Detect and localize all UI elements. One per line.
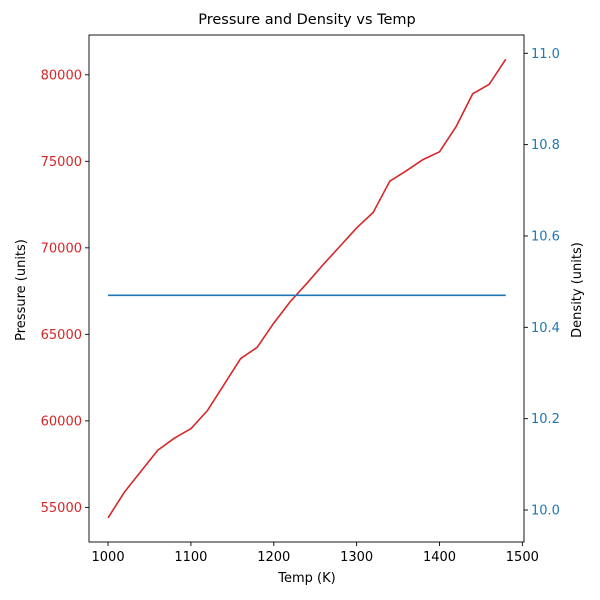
left-y-tick-label-60000: 60000 [41,414,82,429]
x-tick-label-1200: 1200 [257,550,290,565]
right-y-tick-label-1: 10.2 [531,412,560,427]
x-tick-label-1500: 1500 [506,550,539,565]
right-y-axis-label: Density (units) [570,242,585,338]
left-y-tick-label-55000: 55000 [41,501,82,516]
left-y-tick-label-70000: 70000 [41,241,82,256]
right-y-tick-label-5: 11.0 [531,47,560,62]
right-y-tick-label-3: 10.6 [531,229,560,244]
chart-title: Pressure and Density vs Temp [198,12,416,28]
left-y-axis-label: Pressure (units) [14,239,29,341]
x-tick-label-1400: 1400 [423,550,456,565]
x-tick-label-1100: 1100 [174,550,207,565]
right-y-tick-label-4: 10.8 [531,138,560,153]
right-y-tick-label-0: 10.0 [531,504,560,519]
x-axis-label: Temp (K) [277,571,335,586]
plot-area: 1000 1100 1200 1300 1400 1500 55000 60000 65000 7… [41,34,560,565]
series-line-pressure [107,58,507,519]
x-tick-label-1300: 1300 [340,550,373,565]
left-y-tick-label-75000: 75000 [41,155,82,170]
left-y-tick-label-65000: 65000 [41,328,82,343]
plot-frame [88,34,525,543]
left-y-tick-label-80000: 80000 [41,68,82,83]
x-tick-label-1000: 1000 [92,550,125,565]
right-y-tick-label-2: 10.4 [531,321,560,336]
